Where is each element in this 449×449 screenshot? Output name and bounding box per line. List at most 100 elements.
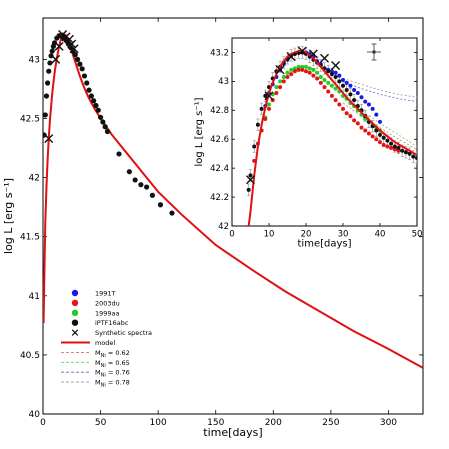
legend-label-sub: Ni bbox=[101, 383, 106, 389]
legend-marker bbox=[71, 329, 79, 336]
legend-marker bbox=[71, 319, 79, 326]
x-tick-label: 100 bbox=[150, 418, 167, 428]
2003du-point bbox=[352, 118, 357, 123]
iptf16abc-point bbox=[46, 68, 52, 74]
iptf16abc-point bbox=[396, 145, 401, 150]
legend-label-sub: Ni bbox=[101, 373, 106, 379]
1991t-point bbox=[341, 77, 345, 82]
iptf16abc-point bbox=[84, 80, 90, 86]
1999aa-point bbox=[267, 102, 271, 107]
1991t-point bbox=[337, 73, 342, 78]
iptf16abc-point bbox=[252, 144, 257, 149]
synthetic-spectra-marker bbox=[320, 53, 329, 63]
inset-plot: 0 10 20 30 40 50 42 42.2 42.4 42.6 42.8 43 43.2 time[… bbox=[194, 37, 422, 250]
1999aa-point bbox=[318, 75, 323, 80]
legend-marker bbox=[71, 299, 79, 307]
1999aa-point bbox=[281, 75, 286, 80]
x-axis-label: time[days] bbox=[203, 426, 262, 439]
iptf16abc-point bbox=[411, 154, 416, 159]
y-tick-label: 40 bbox=[29, 410, 41, 420]
y-axis-label: log L [erg s⁻¹] bbox=[194, 97, 205, 166]
1999aa-point bbox=[326, 80, 331, 85]
iptf16abc-point bbox=[88, 93, 94, 99]
iptf16abc-point bbox=[116, 151, 122, 157]
2003du-point bbox=[322, 85, 327, 90]
iptf16abc-point bbox=[263, 93, 268, 98]
legend-label-part: M bbox=[95, 349, 101, 357]
x-tick-label: 10 bbox=[264, 230, 275, 240]
typical-error-bar bbox=[367, 43, 381, 61]
iptf16abc-point bbox=[169, 210, 175, 216]
iptf16abc-point bbox=[157, 202, 164, 208]
iptf16abc-point bbox=[126, 169, 132, 175]
legend-label-part: = 0.76 bbox=[106, 369, 130, 377]
2003du-point bbox=[366, 131, 371, 136]
2003du-point bbox=[337, 102, 342, 107]
2003du-point bbox=[359, 125, 364, 130]
iptf16abc-point bbox=[329, 72, 334, 77]
iptf16abc-point bbox=[248, 173, 253, 178]
mni-model-curve bbox=[342, 102, 417, 150]
synthetic-spectra-marker bbox=[44, 134, 54, 144]
2003du-point bbox=[296, 67, 301, 72]
x-tick-label: 0 bbox=[229, 230, 234, 240]
1991t-point bbox=[370, 106, 375, 111]
iptf16abc-point bbox=[86, 87, 92, 93]
2003du-point bbox=[355, 121, 360, 126]
legend-label: iPTF16abc bbox=[95, 319, 129, 327]
legend-label: 2003du bbox=[95, 299, 120, 307]
iptf16abc-point bbox=[385, 138, 390, 143]
1991t-point bbox=[363, 99, 368, 104]
iptf16abc-point bbox=[74, 56, 81, 62]
2003du-point bbox=[285, 75, 290, 80]
y-tick-label: 41 bbox=[29, 292, 40, 302]
y-tick-label: 43 bbox=[29, 55, 40, 65]
x-tick-label: 150 bbox=[207, 418, 224, 428]
iptf16abc-point bbox=[344, 88, 349, 93]
2003du-point bbox=[385, 144, 390, 149]
iptf16abc-point bbox=[49, 48, 55, 54]
iptf16abc-point bbox=[72, 52, 78, 58]
synthetic-spectra-marker bbox=[64, 34, 74, 44]
y-tick-label: 43.2 bbox=[210, 48, 229, 58]
iptf16abc-point bbox=[47, 60, 53, 66]
iptf16abc-point bbox=[43, 112, 48, 118]
legend-label-part: = 0.62 bbox=[106, 349, 130, 357]
1991t-point bbox=[355, 90, 360, 95]
error-bar-center bbox=[372, 50, 376, 54]
1999aa-point bbox=[304, 64, 308, 69]
1991t-point bbox=[333, 70, 338, 75]
x-tick-label: 250 bbox=[322, 418, 339, 428]
synthetic-spectra-marker bbox=[331, 60, 341, 70]
1999aa-point bbox=[274, 85, 279, 90]
iptf16abc-point bbox=[77, 61, 83, 67]
legend-label-part: = 0.78 bbox=[106, 379, 130, 387]
mni-model-curve bbox=[342, 81, 417, 102]
iptf16abc-point bbox=[149, 192, 155, 198]
iptf16abc-point bbox=[381, 135, 386, 140]
2003du-point bbox=[281, 79, 286, 84]
2003du-point bbox=[370, 134, 375, 139]
2003du-point bbox=[311, 73, 316, 78]
iptf16abc-point bbox=[403, 150, 408, 155]
iptf16abc-point bbox=[102, 124, 108, 130]
y-tick-label: 42.4 bbox=[210, 164, 229, 174]
iptf16abc-point bbox=[341, 83, 345, 88]
1991t-point bbox=[329, 69, 334, 74]
2003du-point bbox=[329, 93, 334, 98]
2003du-point bbox=[348, 114, 353, 119]
x-tick-label: 40 bbox=[375, 230, 386, 240]
legend-label: MNi = 0.76 bbox=[95, 369, 130, 379]
1991t-point bbox=[344, 80, 349, 85]
legend-label-part: M bbox=[95, 369, 101, 377]
iptf16abc-point bbox=[389, 141, 394, 146]
main-data bbox=[43, 30, 423, 369]
y-tick-label: 42 bbox=[218, 222, 229, 232]
iptf16abc-point bbox=[255, 122, 260, 127]
synthetic-spectra-marker bbox=[297, 46, 307, 56]
y-tick-label: 43 bbox=[218, 77, 229, 87]
iptf16abc-point bbox=[337, 79, 342, 84]
legend-marker bbox=[71, 309, 79, 316]
synthetic-spectra-marker bbox=[67, 39, 77, 49]
